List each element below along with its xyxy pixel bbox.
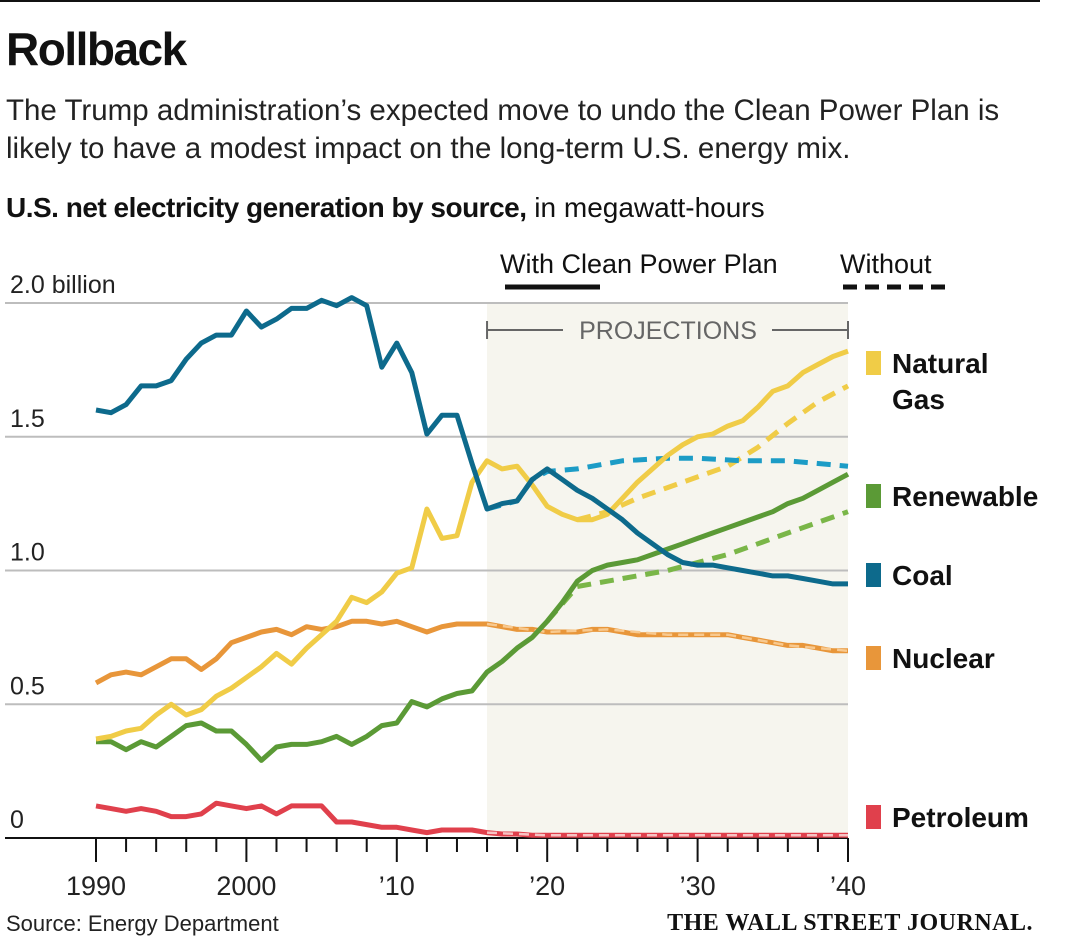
- y-tick-label: 0: [10, 806, 24, 834]
- nuclear-series-label: Nuclear: [892, 643, 995, 674]
- y-tick-label: 1.5: [10, 405, 45, 433]
- natural-gas-without-line: [576, 383, 850, 523]
- legend-without-label: Without: [840, 249, 932, 279]
- petroleum-series-label: Petroleum: [892, 802, 1029, 833]
- renewable-series-label: Renewable: [892, 481, 1038, 512]
- x-tick-label: ’30: [680, 871, 716, 901]
- publisher-credit: THE WALL STREET JOURNAL.: [667, 910, 1033, 936]
- petroleum-with-line: [95, 800, 848, 838]
- chart-subtitle: U.S. net electricity generation by sourc…: [6, 192, 765, 224]
- subtitle-bold: U.S. net electricity generation by sourc…: [6, 192, 527, 223]
- x-tick-label: ’10: [379, 871, 415, 901]
- renewable-without-line: [545, 509, 849, 623]
- nuclear-with-line: [94, 618, 848, 686]
- x-tick-label: 1990: [66, 871, 126, 901]
- petroleum-label-swatch: [866, 805, 881, 829]
- legend-with-label: With Clean Power Plan: [500, 249, 778, 279]
- natural-gas-with-line: [95, 348, 849, 742]
- petroleum-without-line: [486, 831, 848, 837]
- coal-with-line: [95, 295, 848, 587]
- chart-dek: The Trump administration’s expected move…: [6, 94, 1000, 165]
- subtitle-unit: in megawatt-hours: [526, 192, 765, 223]
- natural-gas-series-label: Gas: [892, 384, 945, 415]
- y-tick-label: 2.0 billion: [10, 271, 116, 299]
- natural-gas-label-swatch: [866, 351, 881, 375]
- natural-gas-series-label: Natural: [892, 348, 988, 379]
- chart-title: Rollback: [6, 23, 187, 75]
- x-tick-label: ’20: [529, 871, 565, 901]
- top-rule: [0, 0, 1040, 2]
- source-note: Source: Energy Department: [6, 911, 279, 936]
- nuclear-without-line: [486, 622, 849, 653]
- projection-label: PROJECTIONS: [579, 317, 757, 345]
- x-tick-label: 2000: [216, 871, 276, 901]
- y-tick-label: 0.5: [10, 672, 45, 700]
- nuclear-label-swatch: [866, 646, 881, 670]
- coal-series-label: Coal: [892, 560, 953, 591]
- coal-label-swatch: [866, 563, 881, 587]
- renewable-with-line: [96, 471, 850, 763]
- x-tick-label: ’40: [830, 871, 866, 901]
- renewable-label-swatch: [866, 484, 881, 508]
- y-tick-label: 1.0: [10, 539, 45, 567]
